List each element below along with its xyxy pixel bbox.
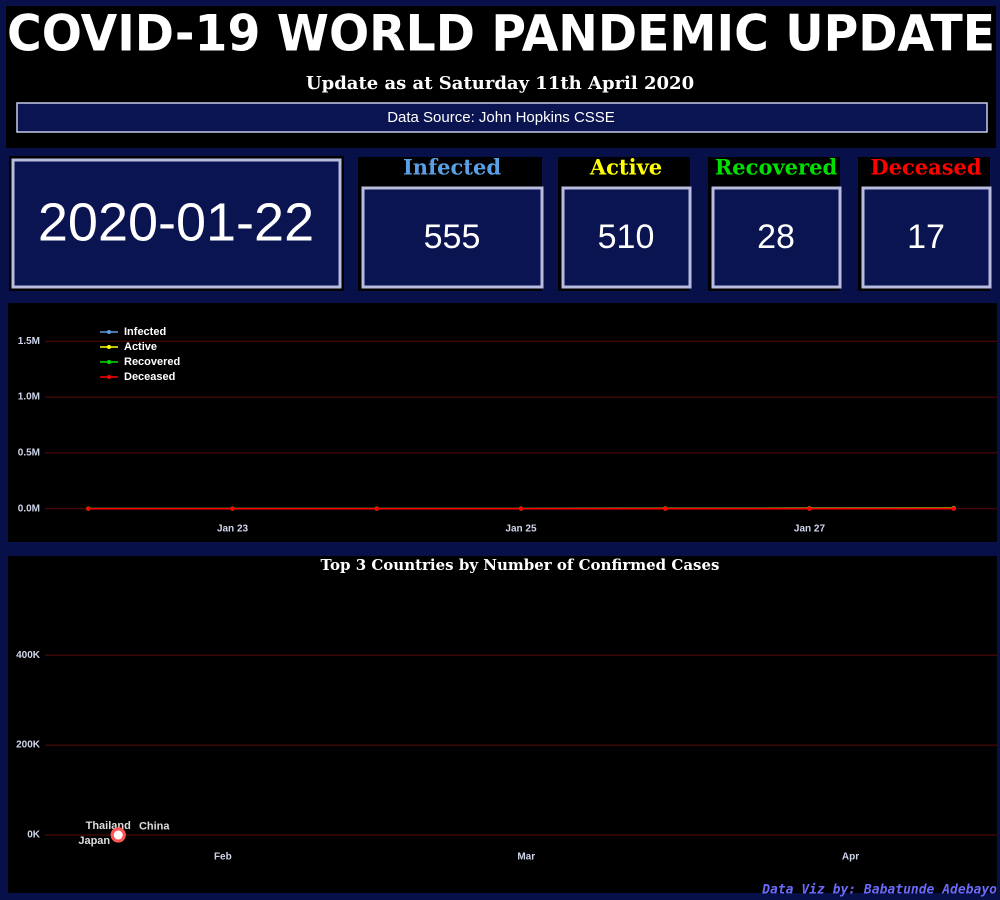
credit: Data Viz by: Babatunde Adebayo <box>761 883 997 898</box>
legend-dot <box>107 345 111 349</box>
series-point <box>951 506 956 511</box>
legend-label: Infected <box>124 326 166 338</box>
date-box <box>11 158 342 289</box>
kpi-box <box>361 186 544 289</box>
legend-dot <box>107 375 111 379</box>
chart-panel <box>8 303 997 542</box>
kpi-box <box>711 186 842 289</box>
source-box <box>16 102 988 133</box>
y-tick-label: 400K <box>16 650 41 661</box>
country-label: Japan <box>78 835 110 847</box>
kpi-value: 555 <box>424 218 481 256</box>
y-tick-label: 0.0M <box>18 503 40 514</box>
page-title: COVID-19 WORLD PANDEMIC UPDATE <box>7 5 995 63</box>
y-tick-label: 0.5M <box>18 448 40 459</box>
kpi-label: Active <box>589 155 662 180</box>
kpi-box <box>561 186 692 289</box>
y-tick-label: 200K <box>16 740 41 751</box>
x-tick-label: Jan 23 <box>217 524 249 535</box>
chart-title: Top 3 Countries by Number of Confirmed C… <box>321 556 720 574</box>
legend-dot <box>107 330 111 334</box>
kpi-value: 17 <box>907 218 945 256</box>
y-tick-label: 0K <box>27 830 41 841</box>
kpi-value: 28 <box>757 218 795 256</box>
charts: 0.0M 0.5M 1.0M 1.5M Jan 23 Jan 25 Jan 27 Infect… <box>16 326 997 863</box>
legend-dot <box>107 360 111 364</box>
x-tick-label: Mar <box>517 852 535 863</box>
chart-panel <box>8 556 997 893</box>
series-point <box>374 506 379 511</box>
x-tick-label: Feb <box>214 852 232 863</box>
legend-label: Recovered <box>124 356 180 368</box>
series-point <box>86 506 91 511</box>
legend-label: Deceased <box>124 371 175 383</box>
series-point <box>519 506 523 511</box>
country-point <box>110 827 126 843</box>
x-tick-label: Jan 25 <box>505 524 537 535</box>
x-tick-label: Apr <box>842 852 859 863</box>
kpi-value: 510 <box>598 218 655 256</box>
kpi-row: Infected 555 Active 510 Recovered 28 Deceased 1… <box>358 155 992 291</box>
series-point <box>230 506 235 511</box>
kpi-box <box>861 186 992 289</box>
kpi-label: Recovered <box>715 155 838 180</box>
kpi-label: Deceased <box>870 155 982 180</box>
y-tick-label: 1.5M <box>18 336 40 347</box>
x-tick-label: Jan 27 <box>794 524 826 535</box>
update-text: Update as at Saturday 11th April 2020 <box>306 73 694 94</box>
series-point <box>807 506 812 511</box>
country-label: China <box>139 821 170 833</box>
date-value: 2020-01-22 <box>38 192 314 252</box>
source-text: Data Source: John Hopkins CSSE <box>387 109 615 126</box>
kpi-label: Infected <box>403 155 501 180</box>
legend-label: Active <box>124 341 157 353</box>
y-tick-label: 1.0M <box>18 392 40 403</box>
series-point <box>663 506 668 511</box>
